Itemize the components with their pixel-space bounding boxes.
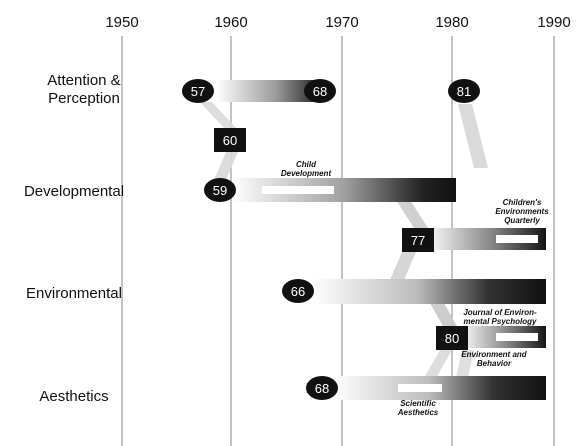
bar-environmental <box>312 279 546 304</box>
node-68-attention-label: 68 <box>313 84 327 99</box>
note-child-development-line1: Child <box>296 160 317 169</box>
year-label-1960: 1960 <box>214 14 247 31</box>
link-env-80 <box>430 303 458 328</box>
node-77-label: 77 <box>411 233 425 248</box>
row-label-developmental: Developmental <box>24 183 124 200</box>
bar-aesthetics-journal <box>398 384 442 392</box>
node-80: 80 <box>436 326 468 350</box>
node-68-aesthetics: 68 <box>306 376 338 400</box>
node-81-label: 81 <box>457 84 471 99</box>
nodes: 57 68 81 60 59 77 66 80 <box>182 79 480 400</box>
note-childrens-env-line2: Environments <box>495 207 549 216</box>
node-57-label: 57 <box>191 84 205 99</box>
note-childrens-env-line1: Children's <box>503 198 542 207</box>
node-68-aesthetics-label: 68 <box>315 381 329 396</box>
bar-childrens-env-journal <box>496 235 538 243</box>
link-77-env <box>390 252 416 280</box>
node-77: 77 <box>402 228 434 252</box>
node-60: 60 <box>214 128 246 152</box>
note-journal-env-line2: mental Psychology <box>464 317 537 326</box>
link-dev-77 <box>396 200 428 228</box>
note-scientific-aesthetics-line1: Scientific <box>400 399 436 408</box>
node-80-label: 80 <box>445 331 459 346</box>
link-80-aes <box>424 350 452 378</box>
row-label-aesthetics: Aesthetics <box>39 388 108 405</box>
note-env-behavior-line1: Environment and <box>461 350 527 359</box>
node-81: 81 <box>448 79 480 103</box>
note-childrens-env-line3: Quarterly <box>504 216 540 225</box>
connector-links <box>200 102 488 378</box>
note-child-development-line2: Development <box>281 169 332 178</box>
node-66-label: 66 <box>291 284 305 299</box>
node-66: 66 <box>282 279 314 303</box>
bars <box>216 80 546 400</box>
bar-journal-env-journal <box>496 333 538 341</box>
node-59-label: 59 <box>213 183 227 198</box>
year-label-1990: 1990 <box>537 14 570 31</box>
node-68-attention: 68 <box>304 79 336 103</box>
year-label-1980: 1980 <box>435 14 468 31</box>
bar-childrens-env <box>426 228 546 250</box>
year-label-1970: 1970 <box>325 14 358 31</box>
note-journal-env-line1: Journal of Environ- <box>463 308 537 317</box>
year-label-1950: 1950 <box>105 14 138 31</box>
bar-attention <box>216 80 326 102</box>
note-scientific-aesthetics-line2: Aesthetics <box>397 408 439 417</box>
row-labels: Attention & Perception Developmental Env… <box>24 72 124 405</box>
row-label-attention-line2: Perception <box>48 90 120 107</box>
node-57: 57 <box>182 79 214 103</box>
row-label-environmental: Environmental <box>26 285 122 302</box>
link-80-aes-right <box>456 350 474 378</box>
link-57-60 <box>200 102 236 128</box>
journal-notes: Child Development Children's Environment… <box>281 160 549 417</box>
link-81-dev <box>458 104 488 168</box>
link-60-59 <box>214 152 238 180</box>
bar-developmental-journal <box>262 186 334 194</box>
note-env-behavior-line2: Behavior <box>477 359 512 368</box>
year-axis: 1950 1960 1970 1980 1990 <box>105 14 570 31</box>
node-59: 59 <box>204 178 236 202</box>
node-60-label: 60 <box>223 133 237 148</box>
row-label-attention-line1: Attention & <box>47 72 120 89</box>
